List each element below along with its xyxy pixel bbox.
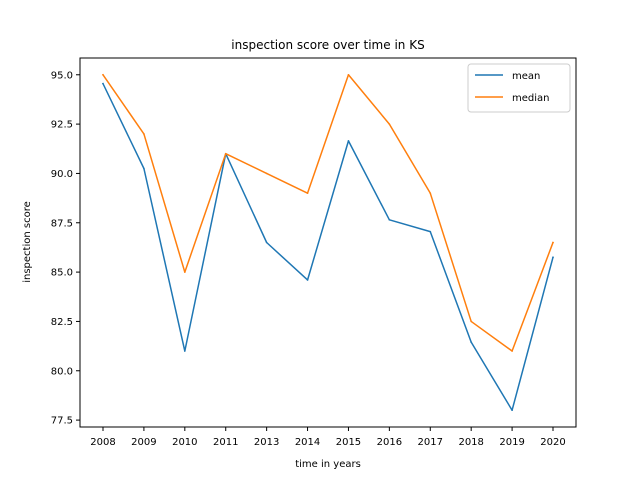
data-point-median	[511, 350, 513, 352]
data-point-mean	[429, 230, 432, 233]
data-point-median	[388, 123, 391, 125]
data-point-median	[102, 73, 104, 76]
data-point-mean	[347, 140, 350, 142]
data-point-median	[224, 152, 227, 155]
x-tick-label: 2020	[540, 437, 565, 448]
y-tick-label: 80.0	[51, 366, 73, 377]
x-tick-label: 2010	[172, 437, 197, 448]
data-point-mean	[184, 350, 186, 352]
y-tick-label: 90.0	[51, 169, 73, 180]
x-tick-label: 2015	[336, 437, 361, 448]
data-point-median	[306, 192, 309, 194]
series-line-mean	[101, 82, 554, 411]
y-tick-label: 95.0	[51, 70, 73, 81]
x-tick-label: 2011	[213, 437, 238, 448]
legend-label-mean: mean	[512, 71, 540, 82]
series-line-median	[101, 73, 554, 352]
legend: mean median	[467, 63, 571, 113]
data-point-median	[184, 271, 186, 273]
y-tick-label: 85.0	[51, 268, 73, 279]
x-tick-label: 2017	[418, 437, 443, 448]
chart-title: inspection score over time in KS	[231, 38, 424, 52]
x-axis-title: time in years	[295, 459, 361, 470]
y-tick-label: 87.5	[51, 218, 73, 229]
x-tick-label: 2009	[131, 437, 156, 448]
y-tick-label: 82.5	[51, 317, 73, 328]
y-tick-label: 92.5	[51, 120, 73, 131]
data-point-mean	[306, 279, 309, 281]
legend-label-median: median	[512, 93, 550, 104]
data-point-median	[265, 172, 268, 175]
data-point-mean	[511, 409, 513, 412]
y-axis-title: inspection score	[22, 201, 33, 283]
data-point-mean	[388, 219, 391, 221]
x-tick-label: 2008	[90, 437, 115, 448]
data-point-median	[470, 320, 472, 323]
data-point-mean	[470, 341, 472, 343]
y-tick-label: 77.5	[51, 416, 73, 427]
data-point-mean	[102, 82, 104, 85]
series-layer	[101, 73, 554, 412]
x-tick-label: 2014	[295, 437, 320, 448]
x-tick-label: 2016	[377, 437, 402, 448]
x-axis: 2008 2009 2010 2011 2013 2014 2015 2016 2017 2018…	[90, 427, 566, 448]
x-tick-label: 2019	[499, 437, 524, 448]
data-point-median	[347, 73, 350, 76]
legend-box	[467, 63, 571, 113]
data-point-mean	[143, 167, 145, 170]
data-point-median	[429, 192, 432, 194]
data-point-mean	[552, 256, 554, 259]
x-tick-label: 2013	[254, 437, 279, 448]
x-tick-label: 2018	[458, 437, 483, 448]
data-point-median	[143, 133, 145, 135]
data-point-median	[552, 241, 554, 244]
plot-frame	[79, 57, 577, 428]
y-axis: 77.5 80.0 82.5 85.0 87.5 90.0 92.5 95.0	[51, 70, 80, 427]
data-point-mean	[265, 241, 268, 244]
